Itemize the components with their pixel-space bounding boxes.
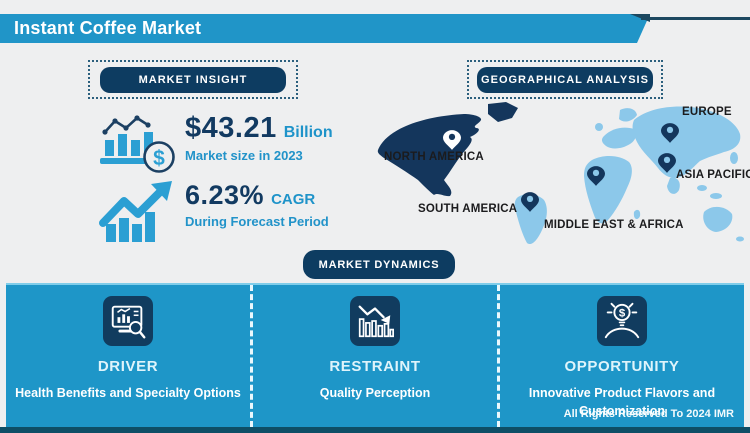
- pin-asia-pacific-icon: [658, 153, 676, 173]
- driver-title: DRIVER: [97, 358, 159, 375]
- geographical-analysis-badge-label: GEOGRAPHICAL ANALYSIS: [477, 66, 653, 93]
- pin-north-america-icon: [443, 130, 461, 150]
- map-region-label-asia-pacific: ASIA PACIFIC: [676, 169, 750, 181]
- opportunity-title: OPPORTUNITY: [564, 358, 680, 375]
- cagr-value: 6.23%: [185, 180, 265, 210]
- japan: [730, 152, 738, 164]
- restraint-title: RESTRAINT: [329, 358, 421, 375]
- greenland: [488, 102, 518, 122]
- page-title: Instant Coffee Market: [14, 18, 202, 38]
- opportunity-column: $ OPPORTUNITY Innovative Product Flavors…: [497, 285, 744, 427]
- restraint-column: RESTRAINT Quality Perception: [250, 285, 497, 427]
- new-zealand: [736, 236, 744, 242]
- pin-south-america-icon: [521, 192, 539, 212]
- madagascar: [633, 209, 641, 220]
- declining-chart-icon: [350, 296, 400, 346]
- opportunity-description: Innovative Product Flavors and Customiza…: [528, 386, 716, 419]
- market-dynamics-panel: DRIVER Health Benefits and Specialty Opt…: [6, 283, 744, 427]
- india: [667, 177, 680, 194]
- bar-chart-dollar-icon: $: [98, 113, 178, 180]
- market-insight-badge-label: MARKET INSIGHT: [100, 66, 286, 93]
- continent-africa: [584, 156, 632, 224]
- idea-bulb-dollar-icon: $: [597, 296, 647, 346]
- analytics-monitor-icon: [103, 296, 153, 346]
- cagr-label: CAGR: [271, 191, 316, 208]
- dollar-glyph: $: [153, 147, 165, 170]
- restraint-description: Quality Perception: [319, 386, 431, 400]
- market-insight-badge: MARKET INSIGHT: [88, 60, 298, 99]
- pin-middle-east-africa-icon: [587, 166, 605, 186]
- market-size-caption: Market size in 2023: [185, 148, 303, 163]
- bottom-border-bar: [0, 427, 750, 433]
- southeast-asia: [697, 185, 707, 191]
- british-isles: [595, 123, 603, 131]
- pin-europe-icon: [661, 123, 679, 143]
- continent-south-america: [514, 194, 547, 245]
- market-size-stat: $43.21 Billion Market size in 2023: [185, 112, 333, 163]
- header-ribbon: Instant Coffee Market: [0, 14, 650, 43]
- rights-reserved-text: All Rights Reserved To 2024 IMR: [563, 408, 734, 420]
- ribbon-line: [641, 17, 750, 20]
- driver-column: DRIVER Health Benefits and Specialty Opt…: [6, 285, 250, 427]
- cagr-caption: During Forecast Period: [185, 214, 329, 229]
- continent-australia: [703, 206, 733, 232]
- ribbon-fold: [630, 14, 650, 22]
- indonesia: [710, 193, 722, 199]
- map-region-label-europe: EUROPE: [682, 106, 732, 118]
- map-region-label-north-america: NORTH AMERICA: [384, 151, 484, 163]
- world-map: NORTH AMERICA SOUTH AMERICA EUROPE ASIA …: [372, 100, 750, 248]
- market-size-unit: Billion: [283, 124, 333, 141]
- svg-text:$: $: [619, 308, 626, 320]
- growth-chart-icon: [98, 180, 180, 249]
- map-region-label-middle-east-africa: MIDDLE EAST & AFRICA: [544, 219, 684, 231]
- driver-description: Health Benefits and Specialty Options: [15, 386, 241, 400]
- world-map-svg: [377, 102, 744, 245]
- market-size-value: $43.21: [185, 112, 277, 144]
- market-dynamics-badge: MARKET DYNAMICS: [303, 250, 455, 279]
- map-region-label-south-america: SOUTH AMERICA: [418, 203, 518, 215]
- scandinavia: [619, 108, 637, 122]
- continent-europe: [601, 127, 637, 149]
- geographical-analysis-badge: GEOGRAPHICAL ANALYSIS: [467, 60, 663, 99]
- cagr-stat: 6.23% CAGR During Forecast Period: [185, 180, 329, 229]
